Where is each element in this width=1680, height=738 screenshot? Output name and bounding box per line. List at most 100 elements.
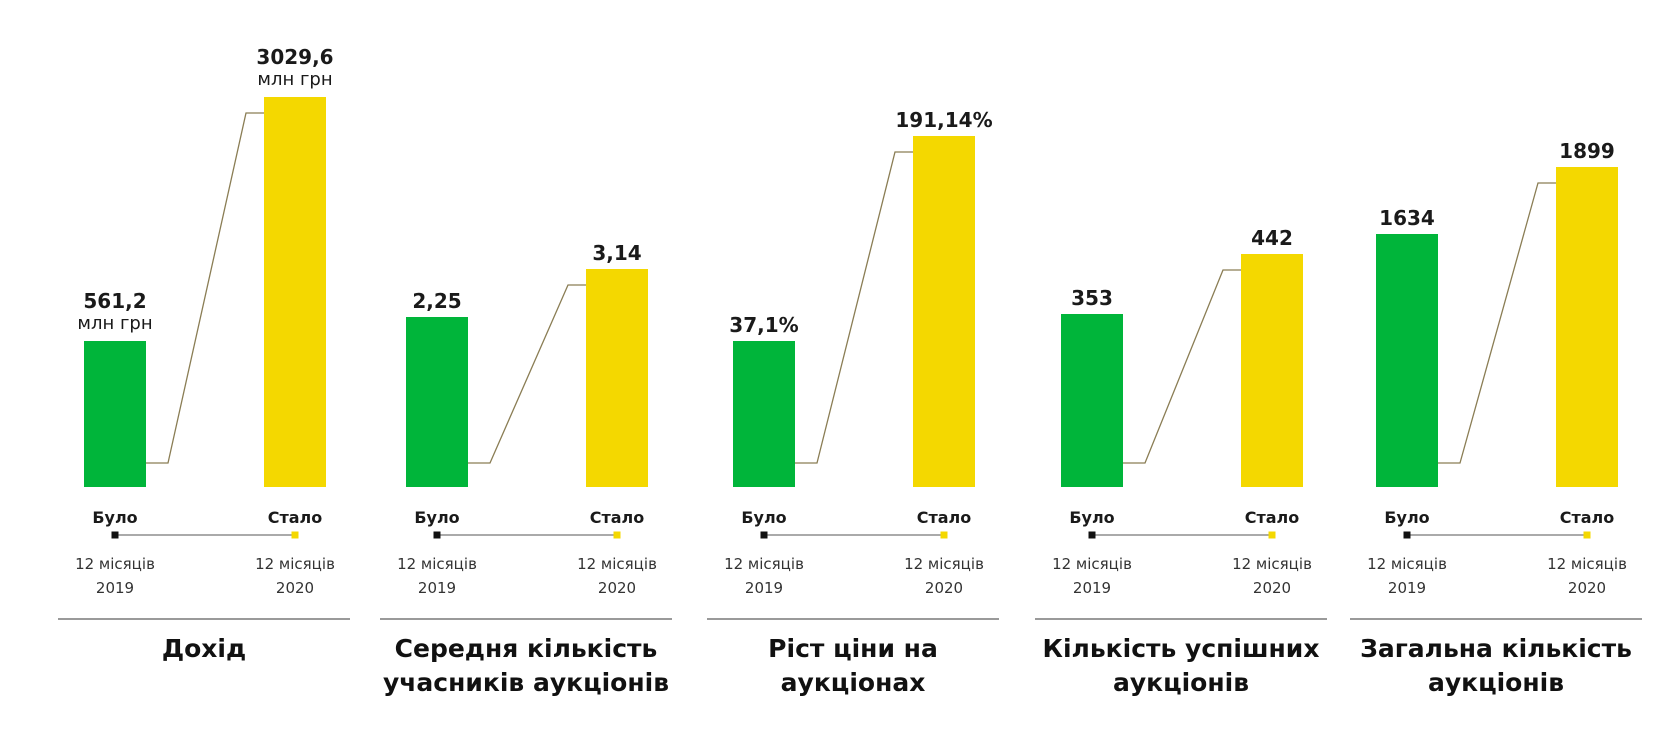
connector-path <box>1438 182 1556 464</box>
timeline-marker-after <box>940 531 948 539</box>
timeline-marker-after <box>1583 531 1591 539</box>
bar-before <box>406 317 468 487</box>
chart-panel: 37,1% 191,14% Було Стало 12 місяців 2019 12 мі… <box>707 0 1007 738</box>
period-months: 12 місяців <box>1547 555 1627 573</box>
connector-path <box>1123 269 1241 464</box>
data-label: 37,1% <box>729 313 799 337</box>
data-label: 353 <box>1071 286 1113 310</box>
bar-after <box>913 136 975 487</box>
chart-panel: 561,2 млн грн 3029,6 млн грн Було Стало 12 міс… <box>58 0 358 738</box>
chart-title: Середня кількість учасників аукціонів <box>382 634 670 697</box>
data-label: 1899 <box>1559 139 1615 163</box>
bar-after <box>1556 167 1618 487</box>
connector-line <box>1438 182 1556 464</box>
bar-before <box>1061 314 1123 487</box>
timeline-marker-after <box>291 531 299 539</box>
period-year: 2020 <box>924 579 964 597</box>
period-months: 12 місяців <box>255 555 335 573</box>
period-label-after: 12 місяців 2020 <box>1527 552 1647 600</box>
data-label: 1634 <box>1379 206 1435 230</box>
timeline <box>1088 531 1276 539</box>
category-label-before: Було <box>414 508 460 527</box>
bar-before <box>733 341 795 487</box>
period-year: 2019 <box>1387 579 1427 597</box>
category-label-after: Стало <box>267 508 323 527</box>
divider <box>707 618 999 620</box>
data-label: 3029,6 <box>256 45 334 69</box>
period-year: 2020 <box>1252 579 1292 597</box>
chart-panel: 353 442 Було Стало 12 місяців 2019 12 місяців 2… <box>1035 0 1335 738</box>
period-year: 2019 <box>744 579 784 597</box>
period-label-after: 12 місяців 2020 <box>557 552 677 600</box>
period-months: 12 місяців <box>724 555 804 573</box>
period-label-before: 12 місяців 2019 <box>377 552 497 600</box>
period-year: 2019 <box>417 579 457 597</box>
period-year: 2020 <box>275 579 315 597</box>
connector-line <box>146 112 264 464</box>
chart-panel: 2,25 3,14 Було Стало 12 місяців 2019 12 місяці… <box>380 0 680 738</box>
category-label-before: Було <box>92 508 138 527</box>
connector-path <box>146 112 264 464</box>
data-label: 3,14 <box>592 241 642 265</box>
period-year: 2019 <box>95 579 135 597</box>
data-label: 561,2 <box>83 289 147 313</box>
chart-title: Дохід <box>161 634 247 663</box>
period-label-before: 12 місяців 2019 <box>1032 552 1152 600</box>
chart-title: Ріст ціни на аукціонах <box>768 634 938 697</box>
category-label-after: Стало <box>589 508 645 527</box>
category-label-after: Стало <box>1559 508 1615 527</box>
timeline-marker-after <box>613 531 621 539</box>
timeline-marker-before <box>433 531 441 539</box>
connector-line <box>1123 269 1241 464</box>
chart-title: Кількість успішних аукціонів <box>1042 634 1320 697</box>
connector-line <box>795 151 913 464</box>
category-label-after: Стало <box>1244 508 1300 527</box>
bar-before <box>1376 234 1438 487</box>
unit-label: млн грн <box>77 313 153 334</box>
data-label: 2,25 <box>412 289 462 313</box>
category-label-after: Стало <box>916 508 972 527</box>
period-label-after: 12 місяців 2020 <box>235 552 355 600</box>
connector-path <box>795 151 913 464</box>
period-label-before: 12 місяців 2019 <box>1347 552 1467 600</box>
timeline-marker-before <box>111 531 119 539</box>
chart-panel: 1634 1899 Було Стало 12 місяців 2019 12 місяці… <box>1350 0 1650 738</box>
divider <box>1350 618 1642 620</box>
period-year: 2020 <box>597 579 637 597</box>
period-months: 12 місяців <box>75 555 155 573</box>
period-label-after: 12 місяців 2020 <box>884 552 1004 600</box>
timeline <box>1403 531 1591 539</box>
timeline <box>433 531 621 539</box>
period-months: 12 місяців <box>1367 555 1447 573</box>
category-label-before: Було <box>1384 508 1430 527</box>
period-months: 12 місяців <box>1232 555 1312 573</box>
period-months: 12 місяців <box>577 555 657 573</box>
divider <box>1035 618 1327 620</box>
data-label: 191,14% <box>895 108 993 132</box>
timeline <box>111 531 299 539</box>
period-months: 12 місяців <box>397 555 477 573</box>
period-label-before: 12 місяців 2019 <box>55 552 175 600</box>
bar-before <box>84 341 146 487</box>
period-label-after: 12 місяців 2020 <box>1212 552 1332 600</box>
bar-after <box>1241 254 1303 487</box>
connector-path <box>468 284 586 464</box>
timeline-marker-before <box>1403 531 1411 539</box>
connector-line <box>468 284 586 464</box>
period-year: 2019 <box>1072 579 1112 597</box>
chart-title: Загальна кількість аукціонів <box>1360 634 1632 697</box>
category-label-before: Було <box>1069 508 1115 527</box>
bar-after <box>586 269 648 487</box>
bar-after <box>264 97 326 487</box>
unit-label: млн грн <box>257 69 333 90</box>
timeline-marker-after <box>1268 531 1276 539</box>
timeline-marker-before <box>1088 531 1096 539</box>
period-label-before: 12 місяців 2019 <box>704 552 824 600</box>
data-label: 442 <box>1251 226 1293 250</box>
divider <box>58 618 350 620</box>
period-months: 12 місяців <box>1052 555 1132 573</box>
timeline <box>760 531 948 539</box>
period-year: 2020 <box>1567 579 1607 597</box>
timeline-marker-before <box>760 531 768 539</box>
